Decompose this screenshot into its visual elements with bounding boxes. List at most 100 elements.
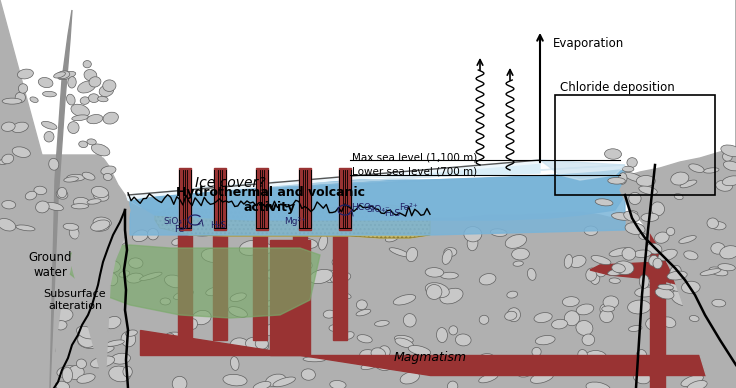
Ellipse shape: [172, 376, 187, 388]
Ellipse shape: [622, 248, 636, 260]
Ellipse shape: [13, 147, 30, 158]
Ellipse shape: [192, 310, 211, 325]
Ellipse shape: [54, 72, 66, 78]
Ellipse shape: [344, 332, 354, 339]
Text: Fe²⁺: Fe²⁺: [399, 203, 417, 213]
Ellipse shape: [12, 231, 33, 241]
Ellipse shape: [91, 220, 110, 231]
Ellipse shape: [400, 372, 420, 384]
Ellipse shape: [371, 348, 386, 360]
Ellipse shape: [261, 300, 282, 306]
Ellipse shape: [105, 273, 118, 286]
Ellipse shape: [637, 175, 655, 186]
Ellipse shape: [83, 61, 91, 68]
Ellipse shape: [628, 300, 651, 314]
Ellipse shape: [720, 355, 730, 370]
Ellipse shape: [293, 238, 318, 249]
Ellipse shape: [355, 229, 370, 235]
Ellipse shape: [690, 315, 699, 322]
Ellipse shape: [609, 248, 630, 256]
Ellipse shape: [57, 71, 70, 79]
Ellipse shape: [121, 331, 135, 347]
Ellipse shape: [657, 230, 670, 245]
Ellipse shape: [408, 345, 431, 355]
Ellipse shape: [68, 122, 79, 133]
Ellipse shape: [609, 278, 620, 283]
Ellipse shape: [671, 233, 684, 246]
Ellipse shape: [123, 366, 132, 377]
Ellipse shape: [677, 359, 693, 372]
Ellipse shape: [18, 300, 35, 308]
Ellipse shape: [639, 233, 647, 239]
Ellipse shape: [595, 199, 613, 206]
Ellipse shape: [477, 353, 495, 365]
Ellipse shape: [406, 248, 417, 262]
Ellipse shape: [1, 122, 15, 132]
Ellipse shape: [528, 268, 536, 281]
Ellipse shape: [103, 80, 116, 92]
Ellipse shape: [648, 255, 659, 266]
Ellipse shape: [140, 272, 162, 281]
Polygon shape: [130, 165, 625, 195]
Text: H₂S: H₂S: [384, 208, 400, 218]
Ellipse shape: [18, 84, 28, 93]
Ellipse shape: [715, 240, 730, 256]
Ellipse shape: [57, 71, 76, 80]
Ellipse shape: [386, 234, 399, 242]
Ellipse shape: [171, 239, 182, 245]
Ellipse shape: [456, 334, 471, 346]
Ellipse shape: [87, 199, 101, 204]
Ellipse shape: [627, 158, 637, 167]
Ellipse shape: [103, 173, 112, 180]
Ellipse shape: [505, 235, 526, 248]
Ellipse shape: [707, 218, 718, 229]
Ellipse shape: [319, 235, 328, 250]
Polygon shape: [50, 10, 72, 388]
Text: HCO₃⁻: HCO₃⁻: [351, 203, 379, 211]
Ellipse shape: [356, 300, 367, 310]
Ellipse shape: [718, 277, 736, 285]
Ellipse shape: [479, 274, 496, 285]
Ellipse shape: [1, 201, 15, 209]
Ellipse shape: [722, 288, 736, 302]
Text: Subsurface
alteration: Subsurface alteration: [43, 289, 106, 311]
Ellipse shape: [512, 248, 529, 260]
Ellipse shape: [712, 305, 725, 319]
Ellipse shape: [570, 255, 586, 268]
Polygon shape: [253, 218, 267, 340]
Polygon shape: [213, 218, 227, 340]
Ellipse shape: [103, 112, 118, 124]
Ellipse shape: [603, 296, 619, 308]
Ellipse shape: [323, 310, 336, 318]
Ellipse shape: [425, 283, 449, 298]
Ellipse shape: [77, 374, 95, 383]
Ellipse shape: [720, 246, 736, 259]
Text: Hydrothermal and volcanic
activity: Hydrothermal and volcanic activity: [175, 186, 364, 214]
Ellipse shape: [586, 382, 611, 388]
Ellipse shape: [56, 190, 68, 199]
Ellipse shape: [587, 368, 601, 375]
Ellipse shape: [582, 334, 595, 345]
Polygon shape: [590, 262, 700, 285]
Ellipse shape: [332, 257, 346, 268]
Ellipse shape: [206, 286, 227, 296]
Ellipse shape: [91, 356, 115, 368]
Ellipse shape: [625, 223, 645, 235]
Ellipse shape: [690, 359, 701, 369]
Ellipse shape: [64, 177, 79, 182]
Ellipse shape: [101, 166, 116, 175]
Ellipse shape: [107, 265, 118, 272]
Ellipse shape: [21, 360, 40, 371]
Ellipse shape: [2, 98, 22, 104]
Ellipse shape: [654, 284, 664, 299]
Ellipse shape: [4, 376, 13, 388]
Ellipse shape: [1, 154, 14, 164]
Ellipse shape: [8, 267, 25, 279]
Ellipse shape: [77, 359, 87, 369]
Ellipse shape: [105, 340, 124, 346]
Ellipse shape: [531, 372, 553, 383]
Ellipse shape: [43, 91, 57, 97]
Ellipse shape: [119, 271, 130, 277]
Ellipse shape: [440, 272, 459, 279]
Ellipse shape: [16, 225, 35, 231]
